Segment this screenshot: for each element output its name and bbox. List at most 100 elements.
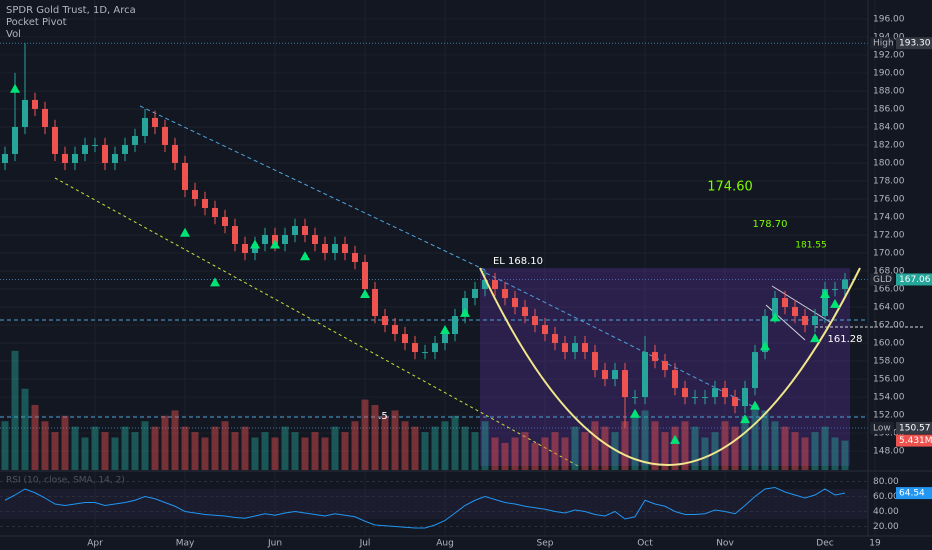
rsi-tick-label: 60.00 (873, 492, 899, 502)
volume-bar (451, 415, 459, 470)
volume-bar (1, 421, 9, 470)
x-tick-label: Jun (267, 539, 282, 549)
volume-bar (561, 437, 569, 470)
candle-body (62, 153, 68, 163)
y-tick-label: 168.00 (873, 267, 905, 277)
candle-body (612, 370, 618, 380)
volume-bar (671, 426, 679, 470)
volume-bar (551, 432, 559, 470)
y-tick-label: 196.00 (873, 14, 905, 24)
volume-bar (711, 432, 719, 470)
marker-name: High (873, 39, 894, 49)
volume-bar (411, 426, 419, 470)
volume-bar (841, 440, 849, 470)
volume-bar (121, 426, 129, 470)
candle-body (762, 316, 768, 353)
candle-body (52, 126, 58, 154)
volume-bar (171, 410, 179, 470)
volume-bar (801, 437, 809, 470)
volume-bar (781, 426, 789, 470)
volume-bar (601, 426, 609, 470)
candle-body (292, 225, 298, 235)
y-tick-label: 158.00 (873, 357, 905, 367)
candle-body (492, 280, 498, 290)
candle-body (752, 352, 758, 389)
pocket-pivot (760, 341, 770, 351)
volume-bar (621, 421, 629, 470)
y-tick-label: 162.00 (873, 321, 905, 331)
candle-body (362, 262, 368, 290)
candle-body (542, 325, 548, 335)
candle-body (822, 289, 828, 317)
candle-body (672, 370, 678, 389)
x-tick-label: Oct (637, 539, 653, 549)
volume-bar (641, 410, 649, 470)
annotation: 161.28 (828, 334, 863, 345)
volume-bar (531, 442, 539, 470)
candle-body (152, 117, 158, 127)
volume-bar (481, 421, 489, 470)
candle-body (482, 280, 488, 290)
flag-line (771, 285, 831, 323)
x-tick-label: Sep (537, 539, 554, 549)
candle-body (142, 117, 148, 136)
volume-bar (151, 426, 159, 470)
volume-bar (681, 421, 689, 470)
candle-body (652, 352, 658, 362)
annotation: 174.60 (707, 180, 753, 195)
y-tick-label: 174.00 (873, 212, 905, 222)
candle-body (522, 307, 528, 317)
y-tick-label: 160.00 (873, 339, 905, 349)
marker-name-box (870, 37, 894, 50)
x-tick-label: Dec (816, 539, 833, 549)
y-tick-label: 180.00 (873, 158, 905, 168)
indicator-label: Vol (6, 29, 21, 40)
volume-bar (21, 388, 29, 470)
volume-bar (351, 421, 359, 470)
candle-body (722, 388, 728, 398)
volume-bar (831, 437, 839, 470)
volume-bar (61, 415, 69, 470)
volume-bar (201, 437, 209, 470)
y-tick-label: 184.00 (873, 122, 905, 132)
candle-body (82, 144, 88, 154)
x-tick-label: May (176, 539, 195, 549)
volume-bar (161, 415, 169, 470)
volume-bar (371, 405, 379, 470)
marker-label: 167.06 (899, 275, 931, 285)
pocket-pivot (440, 325, 450, 335)
candle-body (22, 99, 28, 127)
candle-body (12, 126, 18, 154)
candle-body (322, 244, 328, 254)
volume-bar (471, 432, 479, 470)
candle-body (402, 334, 408, 344)
candle-body (592, 352, 598, 371)
pocket-pivot (670, 434, 680, 444)
candle-body (832, 289, 838, 291)
volume-label: 5.431M (899, 436, 932, 446)
marker-name: GLD (873, 275, 892, 285)
volume-bar (311, 432, 319, 470)
y-tick-label: 176.00 (873, 194, 905, 204)
candle-body (812, 316, 818, 326)
candle-body (372, 289, 378, 317)
candle-body (382, 316, 388, 326)
volume-bar (191, 432, 199, 470)
rsi-band (0, 489, 868, 519)
y-tick-label: 170.00 (873, 249, 905, 259)
volume-bar (591, 421, 599, 470)
candle-body (692, 397, 698, 399)
candle-body (262, 235, 268, 245)
volume-bar (761, 410, 769, 470)
y-tick-label: 192.00 (873, 50, 905, 60)
candle-body (132, 135, 138, 145)
x-tick-label: Jul (359, 539, 371, 549)
volume-bar (291, 432, 299, 470)
candle-body (352, 253, 358, 263)
volume-bar (511, 437, 519, 470)
pocket-pivot (180, 227, 190, 237)
volume-bar (691, 426, 699, 470)
annotation: EL 168.10 (493, 256, 543, 267)
candle-body (312, 235, 318, 245)
